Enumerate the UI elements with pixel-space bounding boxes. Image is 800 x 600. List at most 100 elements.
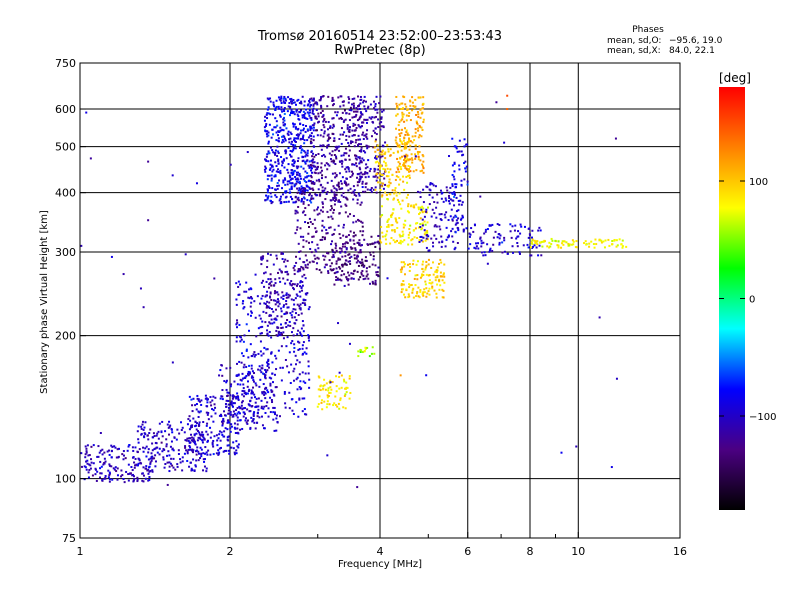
- echo-point: [326, 210, 329, 213]
- echo-point: [379, 95, 382, 98]
- echo-point: [296, 376, 299, 379]
- echo-point: [252, 413, 255, 416]
- echo-point: [304, 299, 307, 302]
- echo-point: [407, 139, 410, 142]
- echo-point: [290, 100, 293, 103]
- echo-point: [257, 327, 260, 330]
- echo-point: [368, 116, 371, 119]
- echo-point: [399, 235, 402, 238]
- echo-point: [438, 241, 441, 244]
- echo-point: [268, 321, 271, 324]
- echo-point: [225, 367, 228, 370]
- echo-point: [154, 454, 157, 457]
- echo-point: [288, 138, 291, 141]
- echo-point: [416, 278, 419, 281]
- echo-point: [324, 164, 327, 167]
- echo-point: [381, 214, 384, 217]
- echo-point: [426, 229, 429, 232]
- echo-point: [330, 262, 333, 265]
- echo-point: [252, 386, 255, 389]
- echo-point: [301, 160, 304, 163]
- echo-point: [461, 154, 464, 157]
- echo-point: [417, 113, 420, 116]
- echo-point: [421, 107, 424, 110]
- echo-point: [274, 126, 277, 129]
- echo-point: [310, 201, 313, 204]
- echo-point: [616, 244, 619, 247]
- echo-point: [399, 374, 402, 377]
- echo-point: [269, 159, 272, 162]
- echo-point: [403, 142, 406, 145]
- echo-point: [268, 174, 271, 177]
- echo-point: [419, 223, 422, 226]
- echo-point: [260, 263, 263, 266]
- echo-point: [480, 239, 483, 242]
- echo-point: [319, 384, 322, 387]
- echo-point: [242, 354, 245, 357]
- echo-point: [225, 388, 228, 391]
- echo-point: [297, 171, 300, 174]
- echo-point: [340, 194, 343, 197]
- echo-point: [112, 467, 115, 470]
- echo-point: [273, 394, 276, 397]
- echo-point: [296, 133, 299, 136]
- echo-point: [263, 346, 266, 349]
- echo-point: [326, 394, 329, 397]
- echo-point: [456, 226, 459, 229]
- echo-point: [253, 355, 256, 358]
- echo-point: [321, 224, 324, 227]
- echo-point: [230, 446, 233, 449]
- echo-point: [317, 247, 320, 250]
- echo-point: [368, 170, 371, 173]
- echo-point: [317, 257, 320, 260]
- echo-point: [394, 139, 397, 142]
- echo-point: [328, 136, 331, 139]
- echo-point: [341, 160, 344, 163]
- echo-point: [433, 225, 436, 228]
- echo-point: [441, 191, 444, 194]
- echo-point: [395, 127, 398, 130]
- echo-point: [288, 294, 291, 297]
- echo-point: [242, 387, 245, 390]
- echo-point: [302, 298, 305, 301]
- echo-point: [421, 154, 424, 157]
- echo-point: [144, 433, 147, 436]
- echo-point: [385, 242, 388, 245]
- echo-point: [284, 178, 287, 181]
- echo-point: [237, 446, 240, 449]
- echo-point: [214, 396, 217, 399]
- echo-point: [401, 115, 404, 118]
- echo-point: [283, 166, 286, 169]
- echo-point: [186, 423, 189, 426]
- echo-point: [187, 439, 190, 442]
- echo-point: [398, 233, 401, 236]
- echo-point: [374, 281, 377, 284]
- echo-point: [407, 233, 410, 236]
- echo-point: [529, 254, 532, 257]
- echo-point: [357, 124, 360, 127]
- echo-point: [305, 160, 308, 163]
- echo-point: [239, 340, 242, 343]
- echo-point: [308, 386, 311, 389]
- echo-point: [416, 237, 419, 240]
- echo-point: [299, 175, 302, 178]
- echo-point: [279, 129, 282, 132]
- echo-point: [285, 195, 288, 198]
- echo-point: [239, 383, 242, 386]
- echo-point: [230, 383, 233, 386]
- echo-point: [435, 269, 438, 272]
- echo-point: [359, 102, 362, 105]
- echo-point: [410, 283, 413, 286]
- echo-point: [530, 254, 533, 257]
- echo-point: [110, 444, 113, 447]
- echo-point: [454, 223, 457, 226]
- echo-point: [296, 198, 299, 201]
- echo-point: [267, 407, 270, 410]
- echo-point: [328, 226, 331, 229]
- echo-point: [306, 152, 309, 155]
- echo-point: [344, 147, 347, 150]
- echo-point: [342, 226, 345, 229]
- echo-point: [336, 111, 339, 114]
- echo-point: [351, 103, 354, 106]
- echo-point: [410, 157, 413, 160]
